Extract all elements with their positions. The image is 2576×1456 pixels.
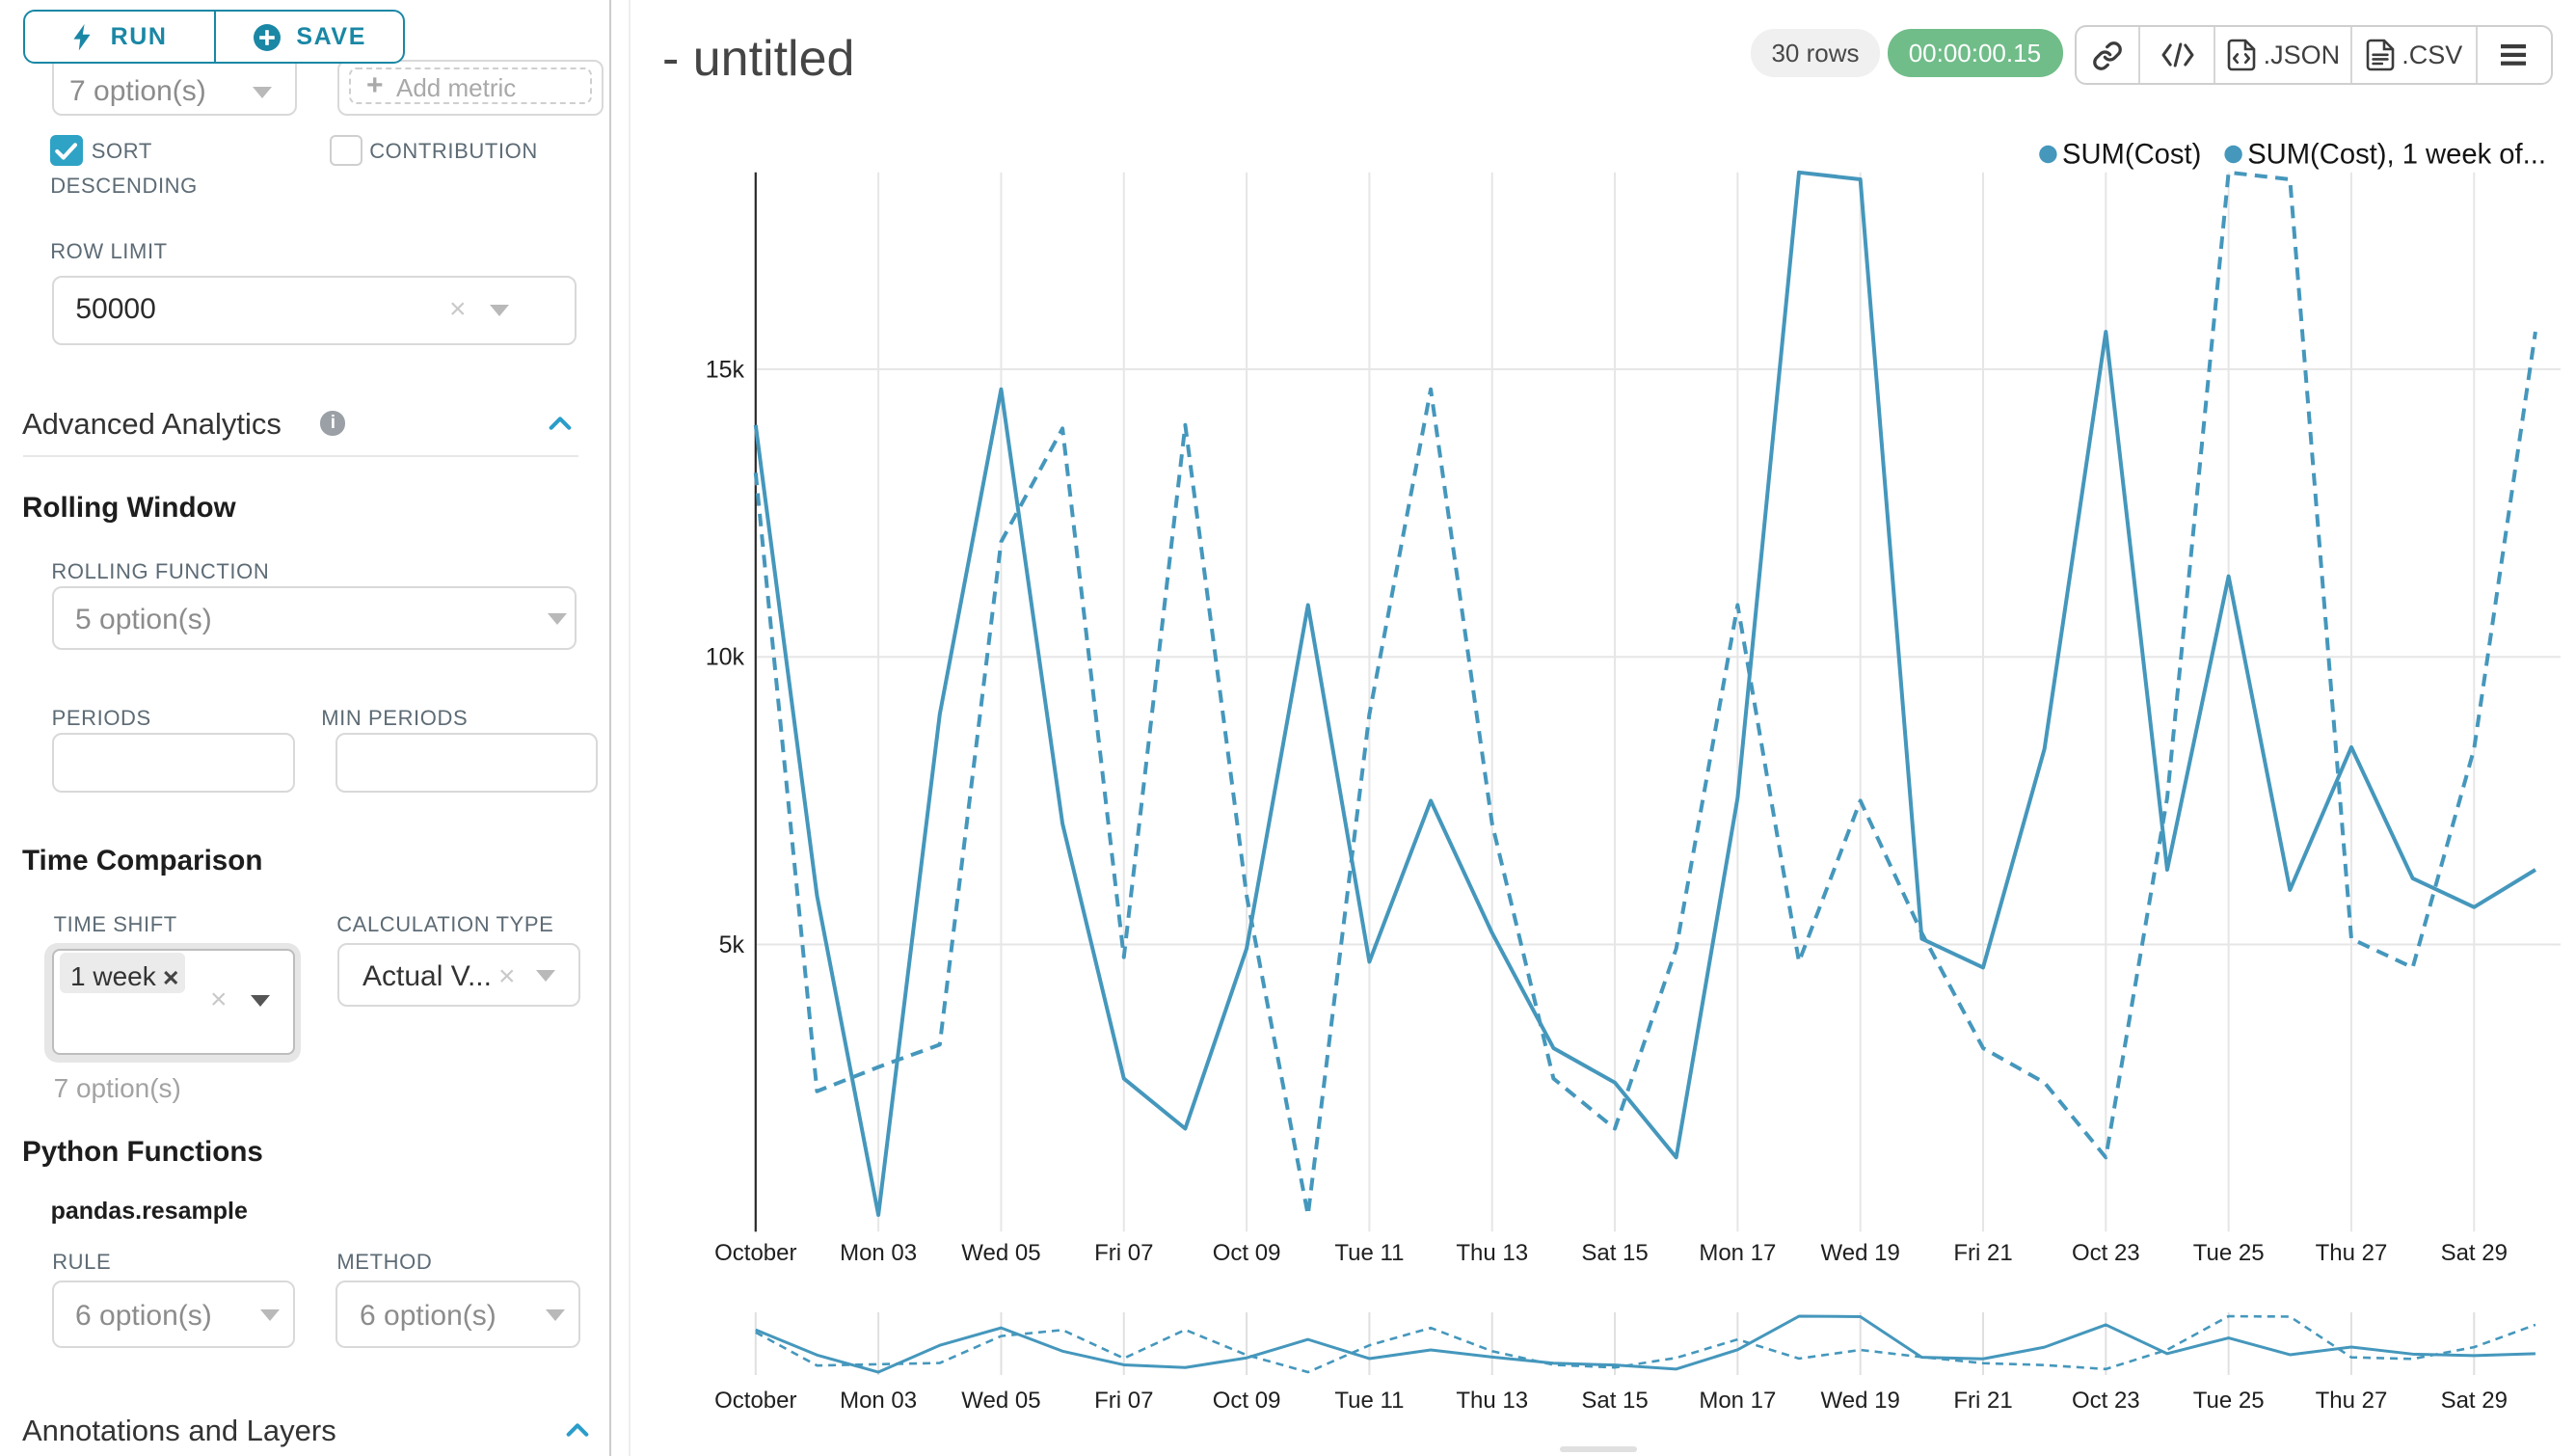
svg-text:Oct 23: Oct 23 [2072, 1240, 2140, 1266]
svg-text:Tue 11: Tue 11 [1334, 1240, 1404, 1266]
svg-text:Sat 29: Sat 29 [2441, 1388, 2508, 1414]
svg-text:Tue 25: Tue 25 [2193, 1388, 2265, 1414]
svg-text:Fri 21: Fri 21 [1953, 1240, 2012, 1266]
svg-text:Tue 11: Tue 11 [1334, 1388, 1404, 1414]
svg-text:Mon 03: Mon 03 [840, 1388, 917, 1414]
svg-text:Thu 27: Thu 27 [2316, 1388, 2388, 1414]
svg-text:October: October [714, 1240, 796, 1266]
svg-text:Wed 19: Wed 19 [1821, 1388, 1900, 1414]
svg-text:Wed 05: Wed 05 [961, 1388, 1040, 1414]
svg-text:Fri 07: Fri 07 [1094, 1388, 1153, 1414]
svg-text:Wed 19: Wed 19 [1821, 1240, 1900, 1266]
svg-text:Mon 17: Mon 17 [1699, 1388, 1776, 1414]
svg-text:Thu 13: Thu 13 [1456, 1388, 1528, 1414]
svg-text:Wed 05: Wed 05 [961, 1240, 1040, 1266]
svg-text:Oct 09: Oct 09 [1213, 1388, 1281, 1414]
svg-text:Sat 15: Sat 15 [1581, 1388, 1648, 1414]
svg-text:15k: 15k [706, 356, 745, 383]
svg-text:October: October [714, 1388, 796, 1414]
svg-text:Oct 09: Oct 09 [1213, 1240, 1281, 1266]
svg-text:Thu 27: Thu 27 [2316, 1240, 2388, 1266]
svg-text:Oct 23: Oct 23 [2072, 1388, 2140, 1414]
svg-text:SUM(Cost), 1 week of...: SUM(Cost), 1 week of... [2247, 140, 2546, 171]
svg-text:Tue 25: Tue 25 [2193, 1240, 2265, 1266]
svg-text:SUM(Cost): SUM(Cost) [2062, 140, 2201, 171]
svg-text:10k: 10k [706, 644, 745, 671]
svg-text:Thu 13: Thu 13 [1456, 1240, 1528, 1266]
svg-text:Sat 15: Sat 15 [1581, 1240, 1648, 1266]
svg-text:Mon 03: Mon 03 [840, 1240, 917, 1266]
svg-text:Fri 07: Fri 07 [1094, 1240, 1153, 1266]
svg-text:5k: 5k [719, 931, 745, 958]
svg-text:Mon 17: Mon 17 [1699, 1240, 1776, 1266]
svg-text:Fri 21: Fri 21 [1953, 1388, 2012, 1414]
svg-text:Sat 29: Sat 29 [2441, 1240, 2508, 1266]
